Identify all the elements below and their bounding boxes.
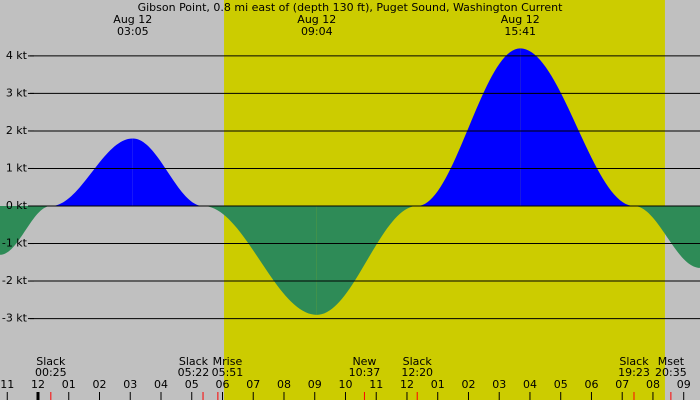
x-tick-label: 11 bbox=[369, 378, 383, 391]
ebb-area bbox=[633, 206, 700, 268]
max-time: 03:05 bbox=[117, 25, 149, 38]
x-tick-label: 12 bbox=[31, 378, 45, 391]
max-time: 15:41 bbox=[504, 25, 536, 38]
x-tick-label: 04 bbox=[523, 378, 537, 391]
event-time: 10:37 bbox=[349, 366, 381, 379]
x-tick-label: 04 bbox=[154, 378, 168, 391]
flood-area bbox=[132, 138, 204, 207]
x-tick-label: 03 bbox=[123, 378, 137, 391]
max-time: 09:04 bbox=[301, 25, 333, 38]
x-tick-label: 07 bbox=[615, 378, 629, 391]
x-tick-label: 07 bbox=[246, 378, 260, 391]
event-time: 20:35 bbox=[655, 366, 687, 379]
event-label: Slack bbox=[36, 355, 66, 368]
x-tick-label: 02 bbox=[461, 378, 475, 391]
y-tick-label: -3 kt bbox=[2, 312, 28, 325]
event-time: 19:23 bbox=[618, 366, 650, 379]
x-tick-label: 11 bbox=[0, 378, 14, 391]
x-tick-label: 03 bbox=[492, 378, 506, 391]
x-tick-label: 09 bbox=[677, 378, 691, 391]
x-tick-label: 08 bbox=[277, 378, 291, 391]
x-tick-label: 09 bbox=[308, 378, 322, 391]
flood-area bbox=[417, 48, 521, 207]
event-time: 12:20 bbox=[401, 366, 433, 379]
event-label: Mset bbox=[658, 355, 685, 368]
y-tick-label: 2 kt bbox=[6, 124, 28, 137]
x-tick-label: 12 bbox=[400, 378, 414, 391]
max-date: Aug 12 bbox=[297, 13, 336, 26]
x-tick-label: 01 bbox=[431, 378, 445, 391]
x-tick-label: 05 bbox=[185, 378, 199, 391]
max-date: Aug 12 bbox=[113, 13, 152, 26]
x-tick-label: 06 bbox=[584, 378, 598, 391]
event-time: 05:51 bbox=[212, 366, 244, 379]
x-tick-label: 08 bbox=[646, 378, 660, 391]
x-tick-label: 05 bbox=[554, 378, 568, 391]
x-tick-label: 01 bbox=[62, 378, 76, 391]
y-tick-label: 1 kt bbox=[6, 161, 28, 174]
max-date: Aug 12 bbox=[501, 13, 540, 26]
y-tick-label: 4 kt bbox=[6, 49, 28, 62]
event-label: Slack bbox=[179, 355, 209, 368]
event-label: Slack bbox=[619, 355, 649, 368]
y-tick-label: -1 kt bbox=[2, 237, 28, 250]
flood-area bbox=[520, 48, 634, 207]
event-label: Slack bbox=[403, 355, 433, 368]
y-tick-label: 0 kt bbox=[6, 199, 28, 212]
flood-area bbox=[50, 138, 133, 207]
ebb-area bbox=[316, 206, 418, 315]
x-tick-label: 10 bbox=[338, 378, 352, 391]
x-tick-label: 02 bbox=[92, 378, 106, 391]
event-time: 05:22 bbox=[178, 366, 210, 379]
event-label: New bbox=[352, 355, 376, 368]
y-tick-label: 3 kt bbox=[6, 86, 28, 99]
event-time: 00:25 bbox=[35, 366, 67, 379]
chart-title: Gibson Point, 0.8 mi east of (depth 130 … bbox=[138, 1, 564, 14]
x-tick-label: 06 bbox=[215, 378, 229, 391]
event-label: Mrise bbox=[213, 355, 243, 368]
y-tick-label: -2 kt bbox=[2, 274, 28, 287]
ebb-area bbox=[203, 206, 317, 315]
ebb-area bbox=[0, 206, 51, 255]
